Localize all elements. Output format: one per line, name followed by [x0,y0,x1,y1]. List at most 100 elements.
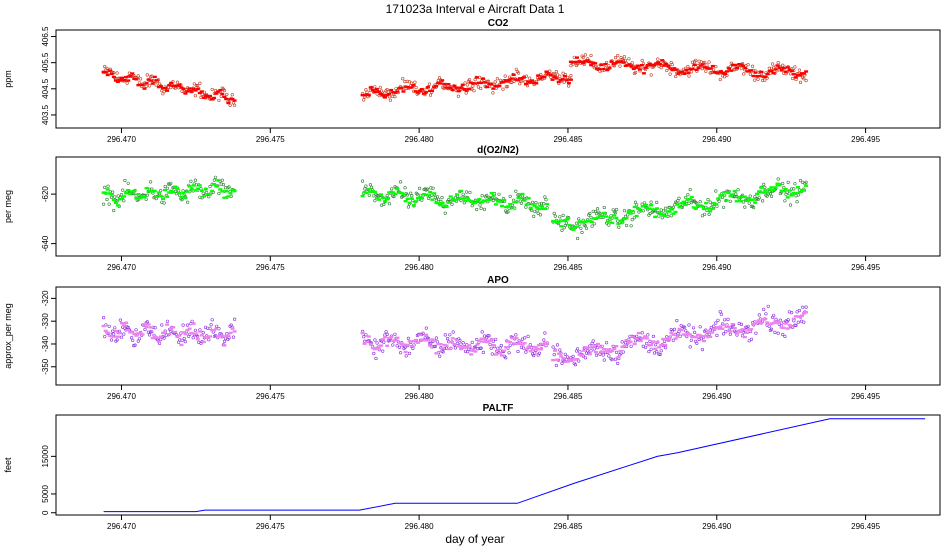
avg-point [163,188,167,192]
raw-point [753,78,757,82]
avg-point [444,86,449,89]
raw-point [403,345,407,349]
raw-point [130,336,134,340]
raw-point [607,354,611,358]
avg-point [555,358,560,361]
raw-point [786,318,790,322]
raw-point [448,333,452,337]
raw-point [227,185,231,189]
avg-point [736,329,741,332]
x-tick-label: 296.480 [405,522,434,531]
y-tick-label: -320 [41,290,50,307]
raw-point [585,349,590,353]
avg-point [417,89,422,93]
avg-point [787,189,792,192]
raw-point [548,69,552,73]
avg-point [191,322,196,325]
raw-point [478,203,482,207]
raw-point [103,185,107,189]
avg-point [665,338,670,341]
avg-point [728,195,733,198]
avg-point [515,79,520,82]
raw-point [690,60,695,64]
avg-point [115,335,120,338]
avg-point [214,185,219,188]
raw-point [399,180,403,184]
raw-point [154,83,158,87]
avg-point [634,214,639,218]
avg-point [409,197,414,200]
avg-point [181,192,186,195]
avg-point [653,215,658,219]
avg-point [146,323,151,326]
avg-point [577,60,581,63]
avg-point [694,68,699,71]
avg-point [224,190,229,193]
avg-point [536,74,541,77]
avg-point [383,335,388,339]
raw-point [169,181,173,185]
raw-point [649,73,653,77]
avg-point [753,322,758,325]
raw-point [443,211,447,215]
avg-point [608,216,613,219]
raw-point [575,236,580,241]
avg-point [552,75,557,79]
avg-point [385,197,390,201]
avg-point [232,330,237,333]
avg-point [105,73,110,77]
raw-point [613,211,618,215]
raw-point [640,58,644,63]
avg-point [781,326,786,330]
avg-point [216,179,221,182]
raw-point [364,88,368,92]
avg-point [732,190,737,193]
avg-point [165,89,170,92]
avg-point [118,78,122,82]
avg-point [379,344,383,347]
avg-point [189,90,194,93]
avg-point [727,67,731,70]
raw-point [571,354,575,359]
avg-point [601,67,606,71]
raw-point [772,313,776,317]
avg-point [405,197,410,200]
raw-point [798,179,803,183]
raw-point [592,222,596,226]
avg-point [485,198,490,202]
avg-point [103,71,108,74]
avg-point [430,198,435,201]
avg-point [120,197,124,201]
avg-point [475,199,480,202]
raw-point [504,356,508,360]
avg-point [763,189,768,192]
avg-point [652,63,656,66]
avg-point [512,200,517,204]
raw-point [230,93,234,97]
raw-point [201,330,205,335]
avg-point [158,85,163,88]
avg-point [165,323,170,326]
x-axis-label: day of year [445,532,504,546]
avg-point [804,311,809,314]
avg-point [191,87,196,90]
avg-point [185,190,190,193]
raw-point [714,64,718,69]
raw-point [145,193,149,197]
raw-point [507,351,511,355]
raw-point [198,81,202,85]
raw-point [762,307,766,312]
raw-point [409,191,413,195]
avg-point [665,210,670,213]
avg-point [111,335,116,338]
avg-point [777,320,782,324]
avg-point [230,188,235,191]
avg-point [506,205,511,208]
raw-point [747,201,751,205]
avg-point [177,334,182,337]
avg-point [409,345,414,348]
raw-point [804,305,808,309]
y-tick-label: -350 [41,358,50,375]
avg-point [787,68,792,71]
avg-point [132,332,137,336]
